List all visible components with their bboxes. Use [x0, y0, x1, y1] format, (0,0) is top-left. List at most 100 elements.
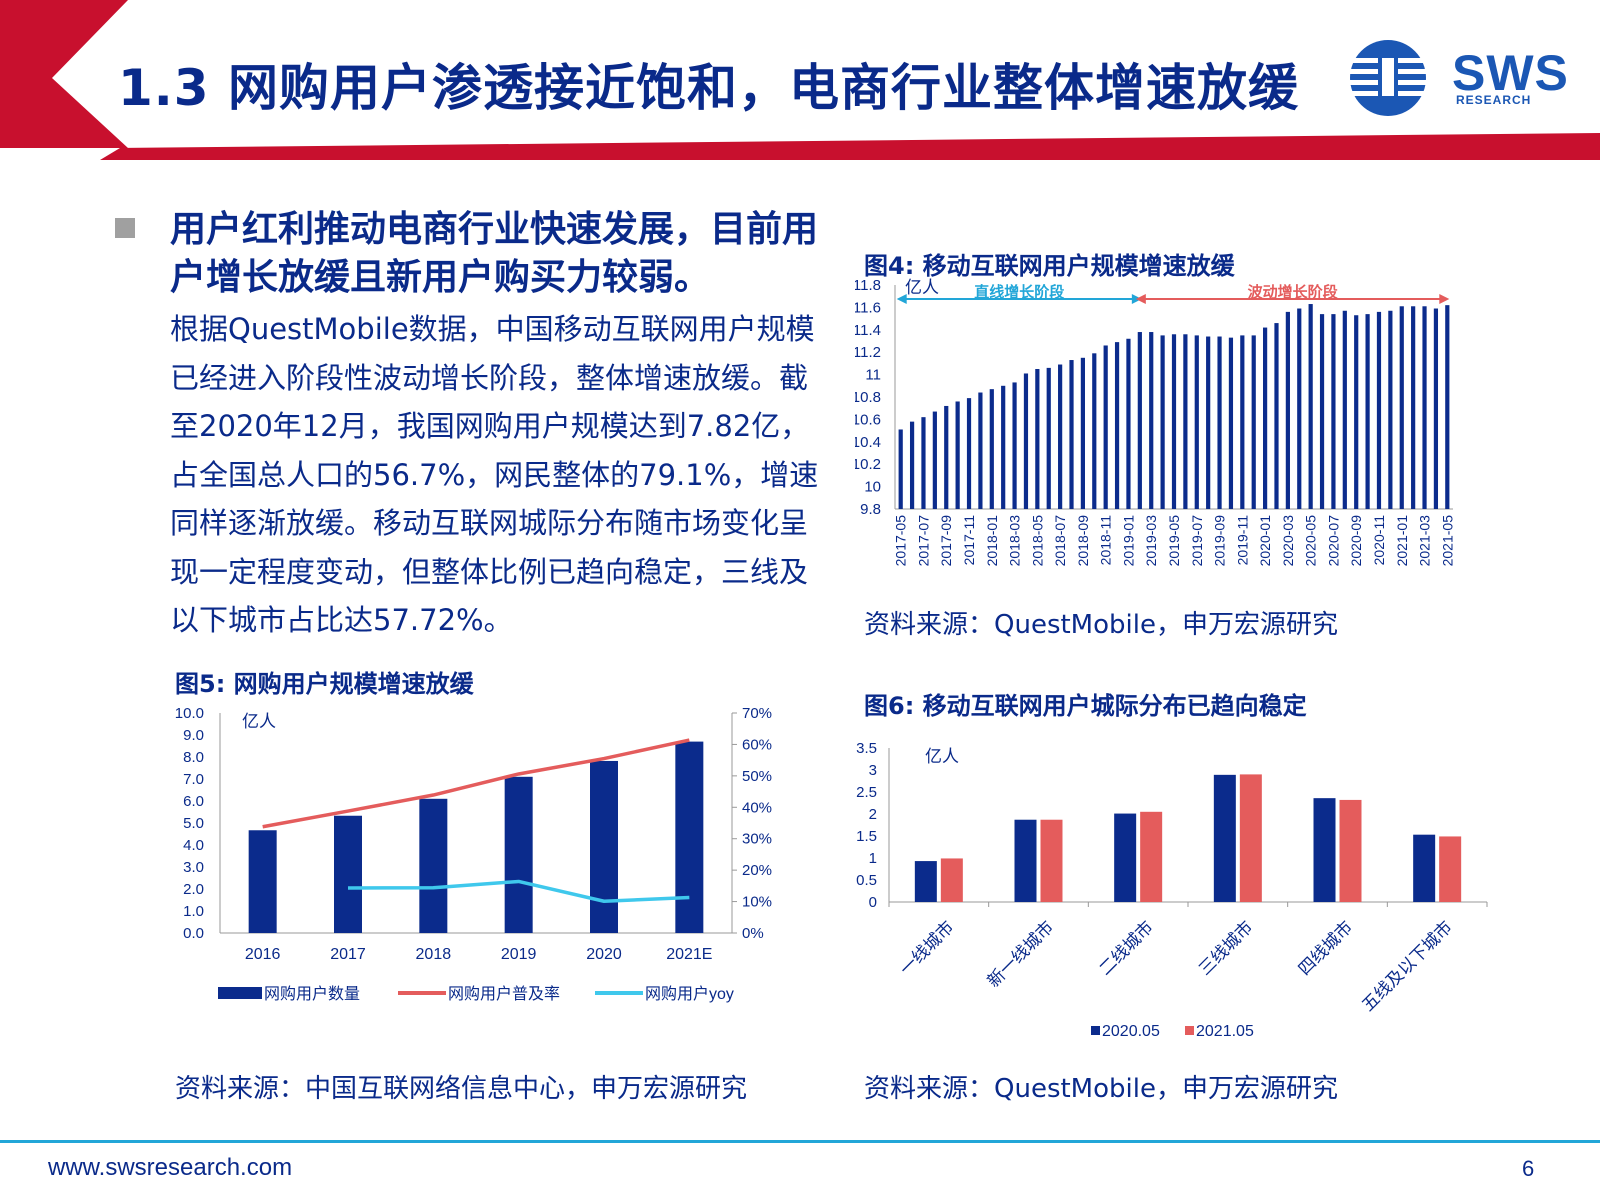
fig4-bar	[1331, 314, 1336, 509]
fig5-left-tick-label: 9.0	[183, 727, 204, 744]
fig4-bar	[1206, 336, 1211, 509]
fig6-source: 资料来源：QuestMobile，申万宏源研究	[864, 1074, 1338, 1104]
fig4-annotation-label: 波动增长阶段	[1248, 283, 1338, 301]
fig4-unit-label: 亿人	[905, 278, 939, 297]
sws-logo-icon	[1350, 40, 1426, 116]
fig6-bar-2020-05	[1213, 774, 1236, 902]
fig6-bar-2020-05	[1014, 819, 1037, 902]
fig4-x-tick-label: 2019-01	[1120, 515, 1136, 567]
fig5-line-yoy	[347, 879, 690, 904]
fig5-bar	[419, 798, 448, 933]
fig4-y-tick-label: 11.4	[855, 322, 881, 339]
fig4-bar	[1445, 305, 1450, 509]
fig5-left-tick-label: 2.0	[183, 881, 204, 898]
fig5-left-tick-label: 8.0	[183, 749, 204, 766]
fig4-bar	[1069, 360, 1074, 509]
fig6-x-tick-label: 五线及以下城市	[1358, 917, 1456, 1015]
fig6-legend-swatch	[1185, 1026, 1194, 1035]
fig4-y-tick-label: 10.8	[855, 389, 881, 406]
fig4-x-tick-label: 2021-01	[1394, 515, 1410, 567]
fig4-bar	[1411, 306, 1416, 509]
fig4-bar	[1240, 335, 1245, 509]
fig4-bar	[1103, 345, 1108, 509]
fig4-bar	[1365, 314, 1370, 509]
fig5-title: 图5: 网购用户规模增速放缓	[175, 670, 474, 698]
fig4-x-tick-label: 2018-05	[1029, 515, 1045, 567]
fig6-bar-2021-05	[1439, 836, 1462, 902]
fig4-x-tick-label: 2019-05	[1166, 515, 1182, 567]
fig4-x-tick-label: 2020-11	[1371, 515, 1387, 566]
fig4-bar	[898, 429, 903, 509]
fig4-bar	[1285, 311, 1290, 509]
fig5-right-tick-label: 40%	[742, 799, 772, 816]
fig4-y-tick-label: 11.8	[855, 277, 881, 294]
fig5-bar	[334, 815, 362, 933]
fig4-bar	[1263, 327, 1268, 509]
header-banner	[0, 0, 1600, 160]
fig4-bar	[1137, 332, 1142, 509]
fig4-x-tick-label: 2018-07	[1052, 515, 1068, 567]
fig4-y-tick-label: 10.4	[855, 434, 881, 451]
fig4-bar	[1149, 332, 1154, 509]
fig6-title: 图6: 移动互联网用户城际分布已趋向稳定	[864, 692, 1307, 720]
fig4-bar	[1183, 334, 1188, 509]
fig4-x-tick-label: 2021-05	[1439, 515, 1455, 567]
fig5-left-tick-label: 4.0	[183, 837, 204, 854]
fig6-bar-2021-05	[1339, 799, 1362, 902]
fig4-bar	[1160, 335, 1165, 509]
fig4-annotation-arrowhead-right-icon	[1439, 294, 1450, 304]
fig4-bar	[1388, 310, 1393, 509]
footer-divider	[0, 1140, 1600, 1143]
fig5-left-tick-label: 1.0	[183, 903, 204, 920]
fig4-x-tick-label: 2018-03	[1007, 515, 1023, 567]
fig5-legend-label: 网购用户yoy	[645, 985, 734, 1003]
fig4-bar	[1046, 367, 1051, 509]
fig4-bar	[1228, 337, 1234, 509]
fig5-right-tick-label: 50%	[742, 768, 772, 785]
fig6-legend-swatch	[1091, 1026, 1100, 1035]
fig6-x-tick-label: 一线城市	[896, 917, 958, 979]
fig4-x-tick-label: 2019-09	[1212, 515, 1228, 567]
fig6-bar-2020-05	[914, 861, 937, 902]
fig5-left-tick-label: 3.0	[183, 859, 204, 876]
fig4-x-tick-label: 2020-03	[1280, 515, 1296, 567]
logo-subtext: RESEARCH	[1456, 93, 1532, 107]
fig4-annotation-arrowhead-left-icon	[896, 294, 907, 304]
fig5-bar	[590, 760, 618, 933]
fig6-y-tick-label: 3.5	[856, 740, 877, 757]
fig5-left-tick-label: 6.0	[183, 793, 204, 810]
fig4-bar	[1354, 315, 1359, 509]
fig5-right-tick-label: 70%	[742, 705, 772, 722]
fig4-bar	[944, 405, 949, 509]
fig6-x-tick-label: 三线城市	[1195, 917, 1257, 979]
fig4-bar	[1319, 314, 1325, 509]
fig5-x-tick-label: 2018	[416, 946, 452, 963]
fig4-bar	[989, 389, 994, 509]
fig5-line-penetration	[262, 738, 690, 829]
fig4-y-tick-label: 10	[864, 479, 881, 496]
fig4-bar	[909, 421, 915, 509]
fig5-left-tick-label: 7.0	[183, 771, 204, 788]
header-red-bar	[100, 133, 1600, 160]
footer-url[interactable]: www.swsresearch.com	[48, 1154, 293, 1181]
fig5-legend-swatch	[218, 987, 262, 999]
fig5-x-tick-label: 2020	[586, 946, 622, 963]
fig4-x-tick-label: 2020-05	[1303, 515, 1319, 567]
fig5-bar	[675, 741, 704, 933]
fig5-legend-label: 网购用户普及率	[448, 985, 560, 1003]
fig5-right-tick-label: 0%	[742, 925, 764, 942]
fig4-bar	[1217, 336, 1222, 509]
fig4-y-tick-label: 11.2	[855, 344, 881, 361]
fig6-bar-2020-05	[1413, 834, 1436, 902]
fig4-annotation-arrowhead-left-icon	[1135, 294, 1146, 304]
fig4-x-tick-label: 2021-03	[1417, 515, 1433, 567]
fig6-bar-2021-05	[1140, 811, 1163, 902]
fig4-x-tick-label: 2019-03	[1143, 515, 1159, 567]
fig4-bar	[1092, 353, 1097, 509]
fig6-y-tick-label: 1	[869, 850, 877, 867]
fig4-x-tick-label: 2017-05	[893, 515, 909, 567]
fig4-bar	[1399, 306, 1404, 509]
fig4-chart: 11.8 11.6 11.4 11.2 11 10.8 10.6 10.4 10.2 10 9.8 亿…	[855, 277, 1455, 567]
fig6-legend-label: 2020.05	[1102, 1023, 1160, 1040]
fig6-bar-2020-05	[1114, 813, 1137, 902]
